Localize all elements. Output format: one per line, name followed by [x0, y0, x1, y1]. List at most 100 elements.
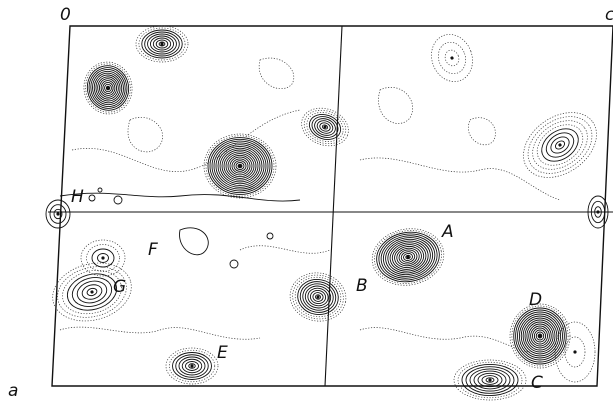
contour-ring — [405, 254, 411, 260]
contour-ring — [461, 363, 519, 397]
origin-label: 0 — [60, 5, 71, 25]
peak-center-dot — [316, 295, 320, 299]
background-contour — [71, 109, 301, 172]
peak-d-contours — [509, 303, 571, 369]
contour-ring — [141, 29, 183, 59]
background-contour — [239, 245, 331, 254]
contour-ring — [526, 321, 554, 351]
contour-ring — [62, 269, 122, 315]
contour-ring — [71, 277, 113, 307]
contour-ring — [550, 136, 570, 154]
contour-ring — [312, 292, 324, 302]
contour-ring — [217, 145, 263, 187]
contour-ring — [88, 67, 128, 109]
contour-ring — [223, 151, 257, 181]
axis-a-label: a — [8, 381, 18, 401]
contour-ring — [181, 358, 203, 374]
contour-ring — [316, 120, 334, 134]
contour-ring — [225, 153, 255, 179]
contour-ring — [541, 128, 579, 162]
background-contour — [179, 227, 209, 256]
contour-ring — [85, 63, 131, 113]
contour-ring — [396, 247, 420, 267]
contour-ring — [522, 317, 558, 355]
contour-ring — [147, 33, 177, 55]
peak-label-c: C — [531, 373, 543, 393]
contour-ring — [155, 39, 169, 49]
contour-ring — [517, 311, 563, 361]
contour-ring — [319, 122, 331, 132]
contour-ring — [481, 375, 499, 385]
contour-ring — [102, 81, 114, 95]
peak-c-contours — [453, 359, 527, 401]
peak-b-contours — [289, 272, 347, 322]
contour-ring — [431, 34, 473, 82]
contour-ring — [477, 372, 503, 388]
contour-ring — [528, 323, 552, 349]
background-contour — [127, 117, 163, 153]
background-contour — [59, 326, 261, 340]
contour-ring — [294, 276, 342, 318]
contour-ring — [527, 116, 593, 174]
contour-ring — [437, 41, 467, 75]
contour-ring — [205, 135, 275, 197]
peak-label-d: D — [529, 290, 542, 310]
contour-ring — [185, 361, 199, 371]
background-contour — [359, 157, 561, 201]
contour-ring — [311, 116, 339, 138]
peak-h-left-contours — [45, 199, 71, 229]
contour-ring — [86, 287, 98, 297]
contour-ring — [215, 144, 265, 188]
peak-upper-left-contours — [83, 61, 133, 115]
contour-ring — [289, 272, 347, 322]
peak-center-dot — [596, 210, 600, 214]
contour-ring — [57, 266, 127, 318]
contour-ring — [513, 307, 567, 365]
peak-center-dot — [558, 143, 562, 147]
contour-ring — [80, 239, 126, 277]
contour-ring — [511, 305, 569, 367]
contour-ring — [135, 25, 189, 63]
peak-center-dot — [101, 256, 105, 260]
contour-ring — [520, 315, 560, 357]
contour-ring — [95, 74, 121, 102]
contour-ring — [457, 361, 523, 399]
contour-ring — [590, 200, 606, 224]
contour-ring — [165, 347, 219, 385]
vertical-midline — [324, 25, 343, 387]
contour-ring — [168, 349, 216, 383]
contour-ring — [391, 244, 425, 270]
contour-ring — [152, 37, 172, 51]
contour-ring — [533, 329, 547, 343]
peak-center-dot — [538, 334, 542, 338]
contour-ring — [389, 242, 427, 272]
contour-ring — [380, 235, 436, 279]
peak-label-e: E — [217, 343, 228, 363]
contour-ring — [149, 35, 175, 53]
contour-ring — [304, 285, 332, 309]
contour-ring — [594, 206, 602, 218]
contour-ring — [453, 359, 527, 401]
contour-ring — [394, 245, 422, 269]
peak-f-contours — [80, 239, 126, 277]
contour-ring — [52, 262, 132, 322]
contour-ring — [93, 72, 123, 104]
contour-ring — [92, 70, 124, 106]
contour-ring — [237, 163, 243, 169]
contour-ring — [227, 154, 253, 178]
contour-ring — [292, 274, 344, 320]
contour-ring — [299, 281, 337, 313]
small-contour-circle — [266, 232, 274, 240]
contour-ring — [49, 204, 67, 224]
contour-ring — [301, 107, 349, 147]
contour-ring — [83, 61, 133, 115]
contour-ring — [382, 237, 434, 277]
background-contour — [258, 57, 295, 89]
contour-ring — [473, 370, 507, 390]
contour-ring — [105, 85, 111, 91]
contour-ring — [315, 294, 321, 300]
contour-ring — [86, 244, 120, 272]
peak-center-dot — [90, 290, 94, 294]
peak-a-contours — [371, 228, 445, 286]
contour-ring — [297, 279, 339, 315]
